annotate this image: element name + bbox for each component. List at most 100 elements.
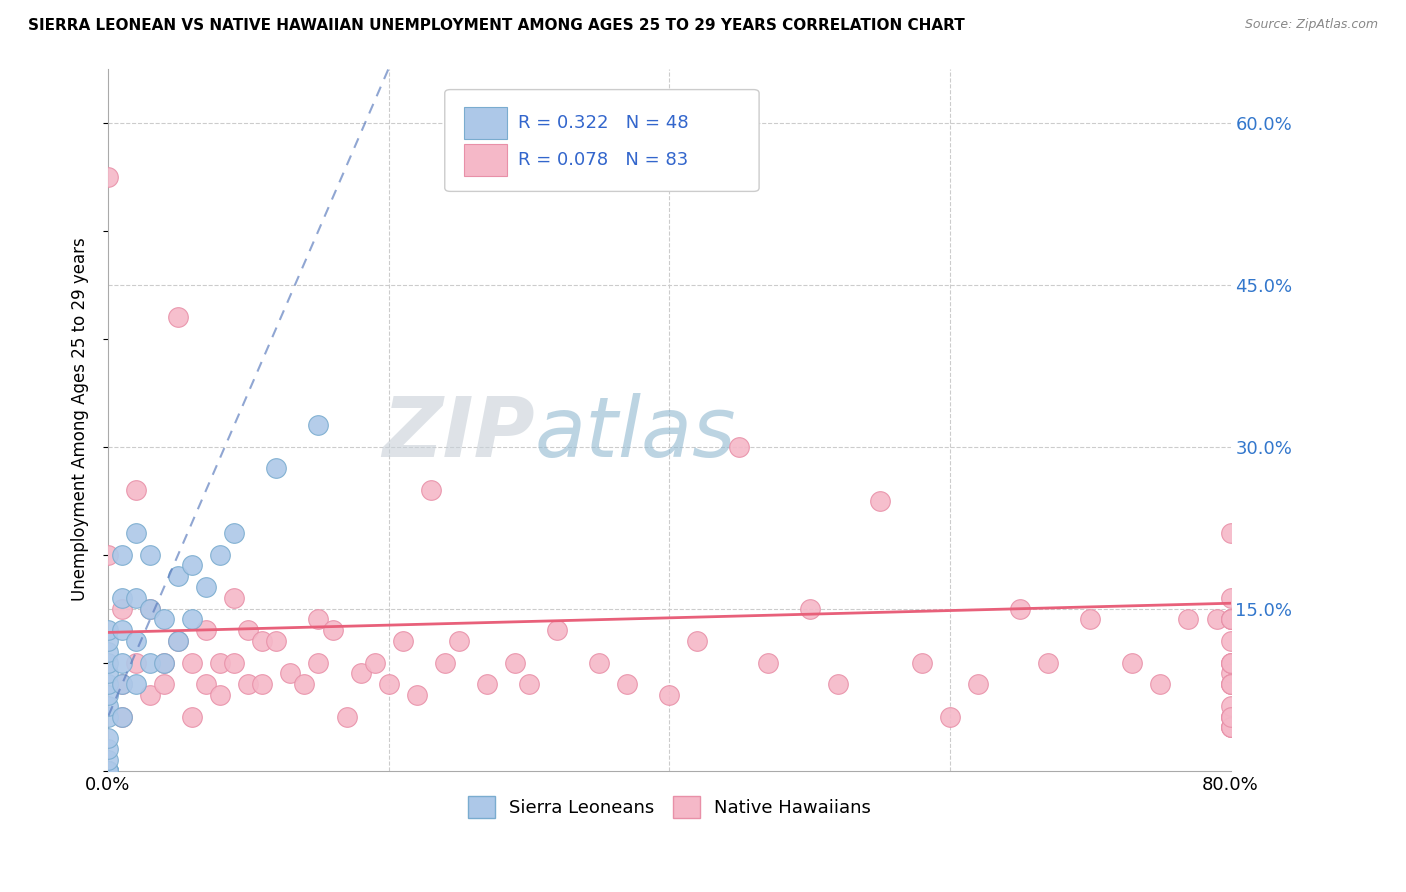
Point	[1078, 612, 1101, 626]
Point	[266, 461, 288, 475]
Point	[756, 656, 779, 670]
FancyBboxPatch shape	[444, 89, 759, 192]
Point	[97, 677, 120, 691]
Point	[1219, 698, 1241, 713]
Point	[153, 656, 176, 670]
Point	[252, 677, 274, 691]
Point	[181, 558, 204, 573]
Point	[111, 677, 134, 691]
Point	[1219, 634, 1241, 648]
Point	[377, 677, 399, 691]
Point	[139, 548, 162, 562]
Point	[475, 677, 498, 691]
Point	[1177, 612, 1199, 626]
Point	[111, 624, 134, 638]
Point	[139, 656, 162, 670]
Point	[728, 440, 751, 454]
Point	[195, 677, 218, 691]
Point	[111, 677, 134, 691]
Point	[97, 742, 120, 756]
Point	[97, 764, 120, 778]
Point	[97, 764, 120, 778]
Point	[349, 666, 371, 681]
Point	[308, 417, 330, 432]
Point	[97, 764, 120, 778]
Point	[209, 656, 232, 670]
Point	[181, 656, 204, 670]
Point	[97, 656, 120, 670]
Point	[447, 634, 470, 648]
Point	[419, 483, 441, 497]
Point	[1205, 612, 1227, 626]
Point	[97, 634, 120, 648]
Point	[335, 709, 357, 723]
Point	[97, 624, 120, 638]
FancyBboxPatch shape	[464, 107, 506, 139]
Point	[97, 764, 120, 778]
Point	[321, 624, 343, 638]
Point	[266, 634, 288, 648]
Point	[1219, 666, 1241, 681]
Point	[911, 656, 934, 670]
Point	[139, 601, 162, 615]
Text: atlas: atlas	[534, 393, 737, 475]
Point	[238, 624, 260, 638]
Point	[616, 677, 638, 691]
Point	[97, 731, 120, 746]
Point	[1121, 656, 1143, 670]
Point	[181, 612, 204, 626]
Point	[125, 656, 148, 670]
Point	[195, 580, 218, 594]
Point	[1149, 677, 1171, 691]
Point	[1010, 601, 1032, 615]
Text: ZIP: ZIP	[382, 393, 534, 475]
Point	[686, 634, 709, 648]
Point	[1219, 721, 1241, 735]
Point	[1219, 526, 1241, 541]
Point	[1219, 656, 1241, 670]
Y-axis label: Unemployment Among Ages 25 to 29 years: Unemployment Among Ages 25 to 29 years	[72, 238, 89, 601]
Point	[97, 548, 120, 562]
Point	[517, 677, 540, 691]
Point	[1219, 612, 1241, 626]
Point	[97, 709, 120, 723]
Point	[658, 688, 681, 702]
Point	[97, 764, 120, 778]
Point	[111, 548, 134, 562]
Point	[97, 666, 120, 681]
Point	[167, 569, 190, 583]
Point	[125, 634, 148, 648]
Point	[433, 656, 456, 670]
Point	[1219, 612, 1241, 626]
Point	[97, 764, 120, 778]
Point	[139, 688, 162, 702]
Point	[139, 601, 162, 615]
Point	[167, 310, 190, 324]
Point	[97, 764, 120, 778]
Point	[97, 764, 120, 778]
Text: SIERRA LEONEAN VS NATIVE HAWAIIAN UNEMPLOYMENT AMONG AGES 25 TO 29 YEARS CORRELA: SIERRA LEONEAN VS NATIVE HAWAIIAN UNEMPL…	[28, 18, 965, 33]
Point	[224, 526, 246, 541]
Point	[97, 645, 120, 659]
Point	[1219, 709, 1241, 723]
Point	[111, 709, 134, 723]
Point	[153, 612, 176, 626]
Point	[308, 656, 330, 670]
Point	[1219, 656, 1241, 670]
Point	[97, 764, 120, 778]
Legend: Sierra Leoneans, Native Hawaiians: Sierra Leoneans, Native Hawaiians	[460, 789, 879, 825]
Point	[125, 483, 148, 497]
Point	[224, 656, 246, 670]
Point	[167, 634, 190, 648]
Point	[1219, 677, 1241, 691]
Point	[97, 753, 120, 767]
Point	[1219, 612, 1241, 626]
Point	[1219, 591, 1241, 605]
Point	[153, 656, 176, 670]
Point	[195, 624, 218, 638]
Point	[111, 591, 134, 605]
Point	[111, 656, 134, 670]
Point	[252, 634, 274, 648]
Point	[827, 677, 849, 691]
Point	[97, 688, 120, 702]
